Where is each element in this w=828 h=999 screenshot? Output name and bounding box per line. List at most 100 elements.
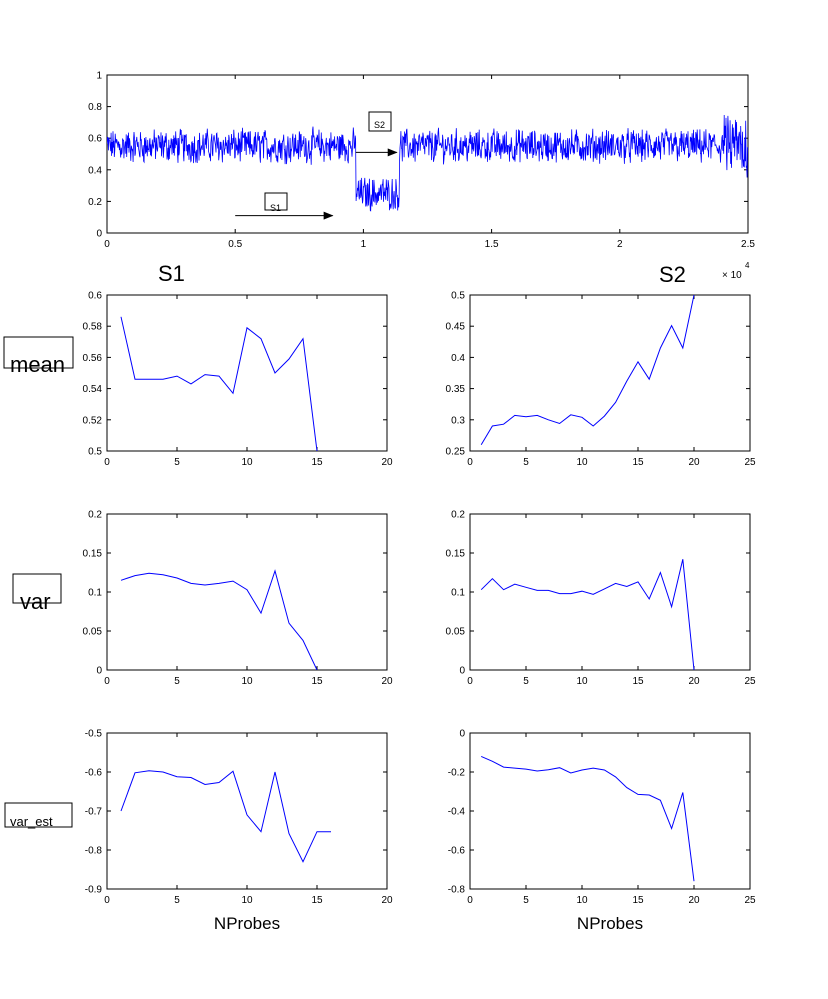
axes-frame bbox=[106, 294, 388, 452]
series-signal bbox=[107, 114, 748, 212]
y-tick-label: -0.6 bbox=[448, 846, 466, 857]
y-tick-label: -0.7 bbox=[85, 807, 103, 818]
y-tick-label: 0.25 bbox=[446, 447, 466, 458]
y-tick-label: 0.5 bbox=[88, 447, 102, 458]
annot-s2-label: S2 bbox=[374, 120, 385, 130]
y-tick-label: -0.8 bbox=[448, 885, 466, 896]
y-tick-label: 0 bbox=[96, 229, 102, 240]
axes-s1_var_est: 0 5 10 15 20 -0.9 -0.8 -0.7 -0.6 -0.5 NProbes bbox=[85, 729, 393, 934]
x-tick-label: 10 bbox=[576, 457, 588, 468]
series-s1_var bbox=[120, 569, 318, 670]
x-axis-label: NProbes bbox=[577, 914, 643, 933]
y-tick-label: 0.2 bbox=[451, 510, 465, 521]
axes-s2_var: 0 5 10 15 20 25 0 0.05 0.1 0.15 0.2 bbox=[446, 510, 756, 688]
x-tick-label: 1 bbox=[361, 239, 367, 250]
x-tick-label: 20 bbox=[381, 895, 393, 906]
y-tick-label: -0.6 bbox=[85, 768, 103, 779]
axes-frame bbox=[106, 732, 388, 890]
y-tick-label: 0.05 bbox=[446, 627, 466, 638]
axes-frame bbox=[106, 513, 388, 671]
annot-s1-label: S1 bbox=[270, 203, 281, 213]
x-tick-label: 15 bbox=[311, 676, 323, 687]
y-tick-label: 0.6 bbox=[88, 134, 102, 145]
s1-column-title: S1 bbox=[158, 261, 185, 286]
y-tick-label: 0 bbox=[459, 666, 465, 677]
axes-s2_mean: 0 5 10 15 20 25 0.25 0.3 0.35 0.4 0.45 0.5 bbox=[446, 291, 756, 469]
x-tick-label: 5 bbox=[174, 457, 180, 468]
x-tick-label: 15 bbox=[632, 895, 644, 906]
axes-top: 0 0.5 1 1.5 2 2.5 0 0.2 0.4 0.6 0.8 1 bbox=[88, 71, 755, 251]
annot-s1-box bbox=[264, 192, 288, 211]
y-tick-label: 0.2 bbox=[88, 197, 102, 208]
x-tick-label: 5 bbox=[174, 895, 180, 906]
y-tick-label: 0.58 bbox=[83, 322, 103, 333]
y-tick-label: 0.52 bbox=[83, 415, 103, 426]
y-tick-label: -0.4 bbox=[448, 807, 466, 818]
x-tick-label: 0 bbox=[104, 895, 110, 906]
series-s2_var_est bbox=[480, 755, 695, 882]
y-tick-label: 0.15 bbox=[446, 549, 466, 560]
x-tick-label: 15 bbox=[632, 457, 644, 468]
x-tick-label: 0 bbox=[467, 895, 473, 906]
x-tick-label: 5 bbox=[523, 895, 529, 906]
y-tick-label: 0 bbox=[459, 729, 465, 740]
y-tick-label: 0.1 bbox=[88, 588, 102, 599]
axes-s1_var: 0 5 10 15 20 0 0.05 0.1 0.15 0.2 bbox=[83, 510, 393, 688]
top-x-multiplier: × 10 bbox=[722, 270, 742, 281]
row-label-var-box bbox=[12, 573, 62, 604]
x-tick-label: 15 bbox=[311, 457, 323, 468]
x-tick-label: 25 bbox=[744, 457, 756, 468]
x-tick-label: 5 bbox=[523, 457, 529, 468]
row-label-var-est-box bbox=[4, 802, 73, 828]
x-tick-label: 20 bbox=[688, 895, 700, 906]
x-tick-label: 0 bbox=[104, 457, 110, 468]
x-tick-label: 20 bbox=[688, 457, 700, 468]
x-tick-label: 10 bbox=[241, 676, 253, 687]
x-tick-label: 1.5 bbox=[485, 239, 499, 250]
row-label-mean-box bbox=[3, 336, 74, 369]
x-tick-label: 0 bbox=[104, 239, 110, 250]
axes-frame bbox=[469, 513, 751, 671]
row-label-var: var bbox=[20, 589, 51, 614]
y-tick-label: 0.35 bbox=[446, 384, 466, 395]
x-axis-label: NProbes bbox=[214, 914, 280, 933]
x-tick-label: 0 bbox=[104, 676, 110, 687]
x-tick-label: 10 bbox=[241, 895, 253, 906]
series-s2_var bbox=[480, 559, 695, 670]
x-tick-label: 20 bbox=[688, 676, 700, 687]
y-tick-label: 0.4 bbox=[451, 353, 465, 364]
series-s1_mean bbox=[120, 316, 318, 451]
y-tick-label: 0.5 bbox=[451, 291, 465, 302]
y-tick-label: -0.8 bbox=[85, 846, 103, 857]
y-tick-label: 0.1 bbox=[451, 588, 465, 599]
row-label-var-est: var_est bbox=[10, 814, 53, 829]
y-tick-label: 0.3 bbox=[451, 415, 465, 426]
y-tick-label: 0.2 bbox=[88, 510, 102, 521]
y-tick-label: -0.5 bbox=[85, 729, 103, 740]
y-tick-label: 0.6 bbox=[88, 291, 102, 302]
axes-frame bbox=[469, 294, 751, 452]
y-tick-label: 0 bbox=[96, 666, 102, 677]
x-tick-label: 0.5 bbox=[228, 239, 242, 250]
x-tick-label: 15 bbox=[311, 895, 323, 906]
x-tick-label: 10 bbox=[576, 895, 588, 906]
y-tick-label: 0.56 bbox=[83, 353, 103, 364]
x-tick-label: 5 bbox=[523, 676, 529, 687]
y-tick-label: 0.45 bbox=[446, 322, 466, 333]
x-tick-label: 2.5 bbox=[741, 239, 755, 250]
axes-frame bbox=[106, 74, 749, 234]
x-tick-label: 20 bbox=[381, 676, 393, 687]
s2-column-title: S2 bbox=[659, 262, 686, 287]
x-tick-label: 15 bbox=[632, 676, 644, 687]
x-tick-label: 0 bbox=[467, 457, 473, 468]
y-tick-label: 0.8 bbox=[88, 102, 102, 113]
y-tick-label: 0.54 bbox=[83, 384, 103, 395]
row-label-mean: mean bbox=[10, 352, 65, 377]
y-tick-label: -0.9 bbox=[85, 885, 103, 896]
axes-frame bbox=[469, 732, 751, 890]
y-tick-label: -0.2 bbox=[448, 768, 466, 779]
series-s1_var_est bbox=[120, 770, 331, 863]
series-s2_mean bbox=[480, 295, 695, 446]
y-tick-label: 0.4 bbox=[88, 165, 102, 176]
